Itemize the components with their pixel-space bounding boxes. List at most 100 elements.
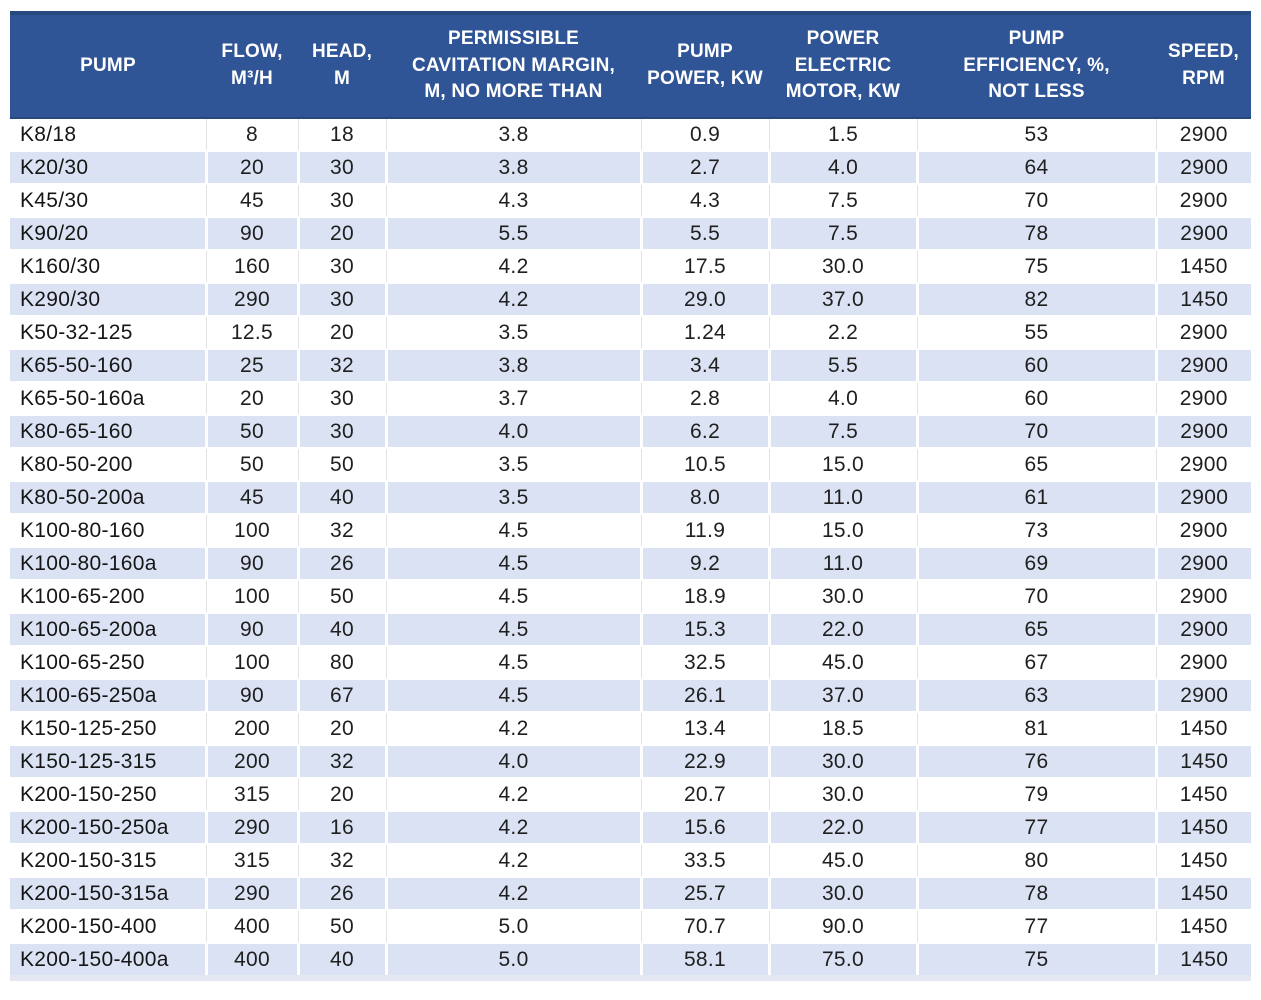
value-cell: 90.0 xyxy=(768,909,917,943)
value-cell: 3.5 xyxy=(385,315,641,349)
value-cell: 32 xyxy=(297,513,386,547)
pump-name-cell: K8/18 xyxy=(10,117,206,151)
value-cell: 63 xyxy=(915,678,1156,712)
value-cell: 5.0 xyxy=(385,909,641,943)
value-cell: 40 xyxy=(296,480,386,514)
value-cell: 18.5 xyxy=(768,711,917,745)
value-cell: 200 xyxy=(204,744,298,778)
value-cell: 4.5 xyxy=(384,546,641,580)
value-cell: 70 xyxy=(916,183,1156,217)
value-cell: 2900 xyxy=(1155,117,1251,151)
column-header-pump: PUMP xyxy=(10,11,206,119)
value-cell: 29.0 xyxy=(639,282,769,316)
value-cell: 61 xyxy=(915,480,1156,514)
pump-name-cell: K100-65-200 xyxy=(10,579,206,613)
table-row: K65-50-160a 20 30 3.7 2.8 4.0 60 2900 xyxy=(10,381,1251,415)
value-cell: 4.0 xyxy=(384,744,641,778)
value-cell: 3.5 xyxy=(384,480,641,514)
value-cell: 30 xyxy=(297,249,386,283)
value-cell: 9.2 xyxy=(639,546,769,580)
value-cell: 20 xyxy=(296,216,386,250)
table-row: K80-50-200a 45 40 3.5 8.0 11.0 61 2900 xyxy=(10,480,1251,514)
value-cell: 75.0 xyxy=(767,942,917,981)
value-cell: 4.5 xyxy=(384,678,641,712)
value-cell: 4.0 xyxy=(767,150,917,184)
value-cell: 64 xyxy=(915,150,1156,184)
value-cell: 33.5 xyxy=(640,843,769,877)
pump-name-cell: K160/30 xyxy=(10,249,206,283)
value-cell: 2900 xyxy=(1154,414,1251,448)
value-cell: 45 xyxy=(205,183,298,217)
value-cell: 69 xyxy=(915,546,1156,580)
pump-name-cell: K80-50-200 xyxy=(10,447,206,481)
value-cell: 290 xyxy=(204,876,298,910)
value-cell: 4.2 xyxy=(385,777,641,811)
value-cell: 22.0 xyxy=(767,612,917,646)
pump-name-cell: K200-150-400a xyxy=(10,942,206,981)
value-cell: 32.5 xyxy=(640,645,769,679)
value-cell: 2900 xyxy=(1155,315,1251,349)
value-cell: 7.5 xyxy=(767,414,917,448)
value-cell: 5.5 xyxy=(639,216,769,250)
column-header-cavitation: PERMISSIBLE CAVITATION MARGIN, M, NO MOR… xyxy=(386,11,641,119)
value-cell: 30.0 xyxy=(768,777,917,811)
value-cell: 78 xyxy=(915,216,1156,250)
value-cell: 5.5 xyxy=(384,216,641,250)
value-cell: 4.2 xyxy=(385,249,641,283)
value-cell: 30 xyxy=(297,381,386,415)
value-cell: 22.0 xyxy=(767,810,917,844)
value-cell: 200 xyxy=(205,711,298,745)
value-cell: 315 xyxy=(205,843,298,877)
value-cell: 37.0 xyxy=(767,678,917,712)
value-cell: 15.0 xyxy=(768,447,917,481)
value-cell: 67 xyxy=(296,678,386,712)
value-cell: 1450 xyxy=(1154,810,1251,844)
value-cell: 160 xyxy=(205,249,298,283)
value-cell: 2.7 xyxy=(639,150,769,184)
value-cell: 30.0 xyxy=(767,876,917,910)
table-row: K150-125-250 200 20 4.2 13.4 18.5 81 1450 xyxy=(10,711,1251,745)
value-cell: 13.4 xyxy=(640,711,769,745)
value-cell: 2.2 xyxy=(768,315,917,349)
value-cell: 20.7 xyxy=(640,777,769,811)
table-row: K100-80-160a 90 26 4.5 9.2 11.0 69 2900 xyxy=(10,546,1251,580)
value-cell: 2900 xyxy=(1154,216,1251,250)
value-cell: 1450 xyxy=(1155,249,1251,283)
value-cell: 1450 xyxy=(1154,282,1251,316)
value-cell: 15.6 xyxy=(639,810,769,844)
value-cell: 4.2 xyxy=(385,843,641,877)
value-cell: 30 xyxy=(297,183,386,217)
value-cell: 26 xyxy=(296,876,386,910)
table-row: K90/20 90 20 5.5 5.5 7.5 78 2900 xyxy=(10,216,1251,250)
value-cell: 4.2 xyxy=(384,282,641,316)
table-row: K100-65-200a 90 40 4.5 15.3 22.0 65 2900 xyxy=(10,612,1251,646)
value-cell: 400 xyxy=(204,942,298,981)
value-cell: 32 xyxy=(296,348,386,382)
table-row: K65-50-160 25 32 3.8 3.4 5.5 60 2900 xyxy=(10,348,1251,382)
value-cell: 5.5 xyxy=(767,348,917,382)
table-row: K290/30 290 30 4.2 29.0 37.0 82 1450 xyxy=(10,282,1251,316)
value-cell: 2900 xyxy=(1155,579,1251,613)
value-cell: 2900 xyxy=(1154,546,1251,580)
pump-name-cell: K100-80-160a xyxy=(10,546,206,580)
value-cell: 30 xyxy=(296,414,386,448)
value-cell: 45 xyxy=(204,480,298,514)
value-cell: 30 xyxy=(296,282,386,316)
value-cell: 17.5 xyxy=(640,249,769,283)
value-cell: 50 xyxy=(297,447,386,481)
pump-name-cell: K150-125-250 xyxy=(10,711,206,745)
value-cell: 2900 xyxy=(1154,612,1251,646)
value-cell: 37.0 xyxy=(767,282,917,316)
value-cell: 12.5 xyxy=(205,315,298,349)
value-cell: 77 xyxy=(916,909,1156,943)
value-cell: 3.8 xyxy=(385,117,641,151)
table-row: K8/18 8 18 3.8 0.9 1.5 53 2900 xyxy=(10,117,1251,151)
pump-name-cell: K150-125-315 xyxy=(10,744,206,778)
pump-name-cell: K100-80-160 xyxy=(10,513,206,547)
column-header-motor-power: POWER ELECTRIC MOTOR, KW xyxy=(769,11,917,119)
table-row: K200-150-315a 290 26 4.2 25.7 30.0 78 1450 xyxy=(10,876,1251,910)
value-cell: 75 xyxy=(915,942,1156,981)
value-cell: 4.0 xyxy=(768,381,917,415)
value-cell: 60 xyxy=(916,381,1156,415)
